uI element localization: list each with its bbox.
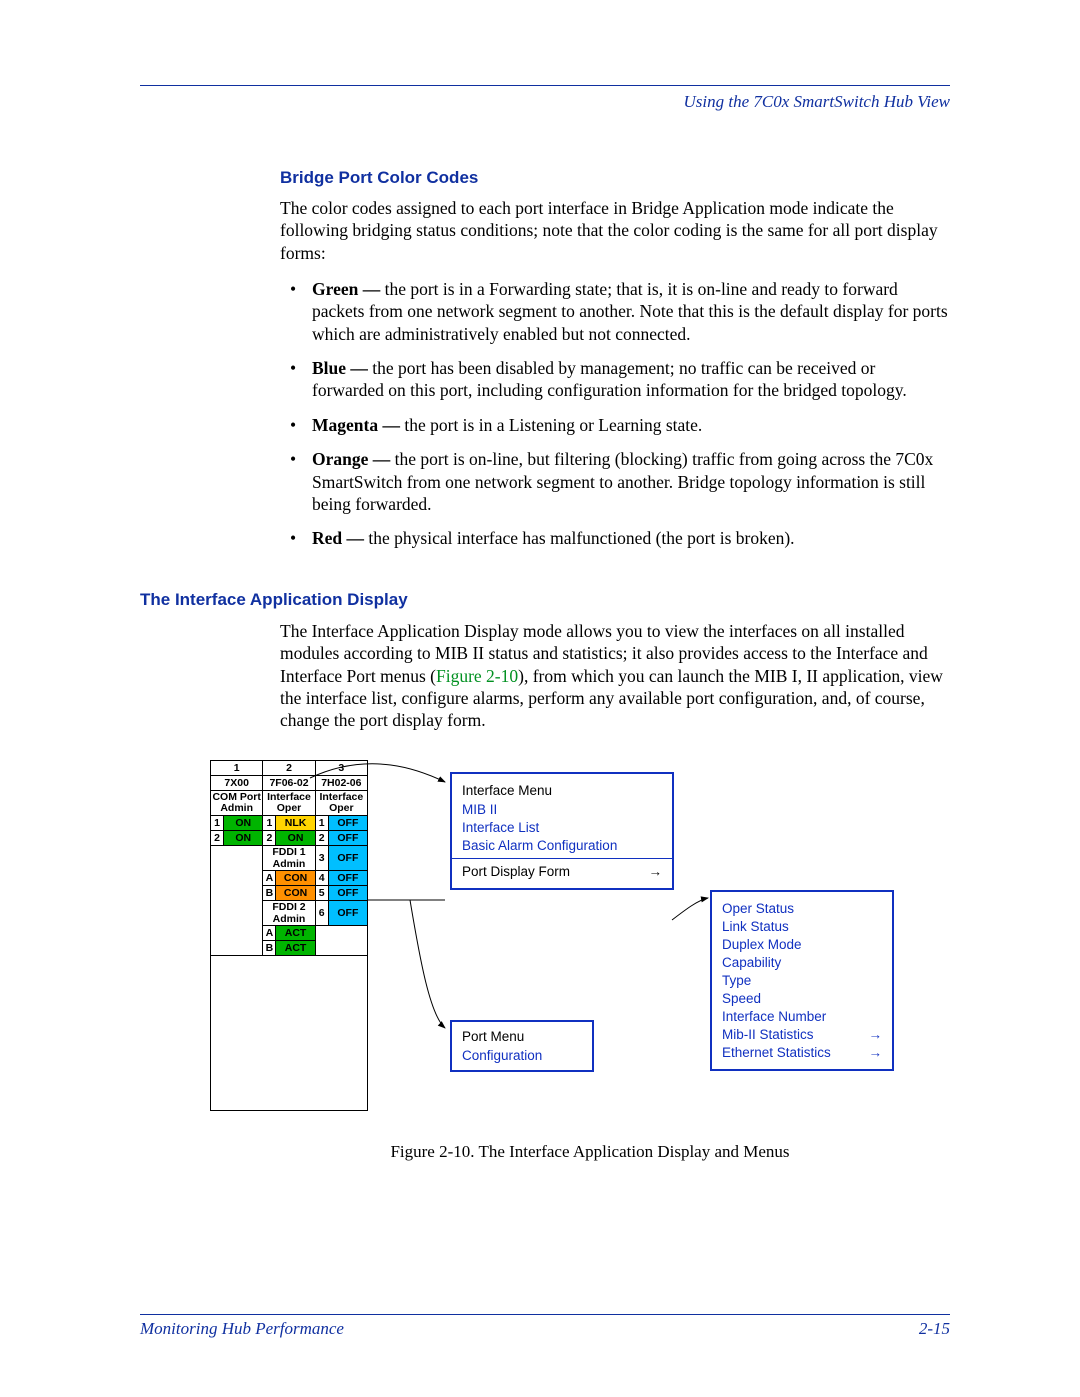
status-submenu-box: Oper Status Link Status Duplex Mode Capa… bbox=[710, 890, 894, 1071]
menu-item[interactable]: MIB II bbox=[462, 802, 662, 817]
menu-item[interactable]: Type bbox=[722, 973, 882, 988]
bullet-list: Green — the port is in a Forwarding stat… bbox=[280, 278, 950, 550]
interface-menu-box: Interface Menu MIB II Interface List Bas… bbox=[450, 772, 674, 890]
menu-item[interactable]: Capability bbox=[722, 955, 882, 970]
menu-item[interactable]: Link Status bbox=[722, 919, 882, 934]
footer-right: 2-15 bbox=[919, 1319, 950, 1339]
slot-table: 1 2 3 7X00 7F06-02 7H02-06 COM PortAdmin… bbox=[210, 760, 368, 956]
menu-item[interactable]: Mib-II Statistics→ bbox=[722, 1027, 882, 1042]
port-row: FDDI 1Admin 3OFF bbox=[211, 845, 368, 870]
slot-table-extension bbox=[210, 950, 368, 1111]
bullet-red: Red — the physical interface has malfunc… bbox=[280, 527, 950, 549]
footer-left: Monitoring Hub Performance bbox=[140, 1319, 344, 1339]
page: Using the 7C0x SmartSwitch Hub View Brid… bbox=[0, 0, 1080, 1397]
bullet-green: Green — the port is in a Forwarding stat… bbox=[280, 278, 950, 345]
section-interface-display: The Interface Application Display The In… bbox=[140, 590, 950, 732]
bullet-magenta: Magenta — the port is in a Listening or … bbox=[280, 414, 950, 436]
menu-item[interactable]: Duplex Mode bbox=[722, 937, 882, 952]
menu-item[interactable]: Configuration bbox=[462, 1048, 582, 1063]
arrow-right-icon: → bbox=[869, 1027, 883, 1042]
port-menu-box: Port Menu Configuration bbox=[450, 1020, 594, 1072]
section1-intro: The color codes assigned to each port in… bbox=[280, 197, 950, 264]
footer-rule bbox=[140, 1314, 950, 1315]
bullet-orange: Orange — the port is on-line, but filter… bbox=[280, 448, 950, 515]
section-bridge-port: Bridge Port Color Codes The color codes … bbox=[280, 167, 950, 550]
figure-caption: Figure 2-10. The Interface Application D… bbox=[210, 1142, 970, 1162]
page-footer: Monitoring Hub Performance 2-15 bbox=[140, 1314, 950, 1339]
interface-menu-title: Interface Menu bbox=[462, 783, 662, 798]
menu-item[interactable]: Interface List bbox=[462, 820, 662, 835]
slot-name-row: 7X00 7F06-02 7H02-06 bbox=[211, 775, 368, 790]
menu-item[interactable]: Basic Alarm Configuration bbox=[462, 838, 662, 853]
menu-separator bbox=[452, 858, 672, 859]
col-title-row: COM PortAdmin InterfaceOper InterfaceOpe… bbox=[211, 790, 368, 815]
bullet-blue: Blue — the port has been disabled by man… bbox=[280, 357, 950, 402]
figure-ref-link[interactable]: Figure 2-10 bbox=[436, 666, 518, 686]
menu-item[interactable]: Ethernet Statistics→ bbox=[722, 1045, 882, 1060]
section1-heading: Bridge Port Color Codes bbox=[280, 167, 950, 189]
port-row: 1ON 1NLK 1OFF bbox=[211, 815, 368, 830]
figure-2-10: 1 2 3 7X00 7F06-02 7H02-06 COM PortAdmin… bbox=[210, 760, 970, 1130]
menu-item[interactable]: Speed bbox=[722, 991, 882, 1006]
menu-item-port-display[interactable]: Port Display Form → bbox=[462, 864, 662, 879]
arrow-right-icon: → bbox=[649, 864, 663, 879]
menu-item[interactable]: Interface Number bbox=[722, 1009, 882, 1024]
slot-number-row: 1 2 3 bbox=[211, 760, 368, 775]
port-menu-title: Port Menu bbox=[462, 1029, 582, 1044]
port-row: 2ON 2ON 2OFF bbox=[211, 830, 368, 845]
section2-para: The Interface Application Display mode a… bbox=[280, 620, 950, 732]
arrow-right-icon: → bbox=[869, 1045, 883, 1060]
section2-heading: The Interface Application Display bbox=[140, 590, 950, 610]
header-rule bbox=[140, 85, 950, 86]
menu-item[interactable]: Oper Status bbox=[722, 901, 882, 916]
header-title: Using the 7C0x SmartSwitch Hub View bbox=[140, 92, 950, 112]
